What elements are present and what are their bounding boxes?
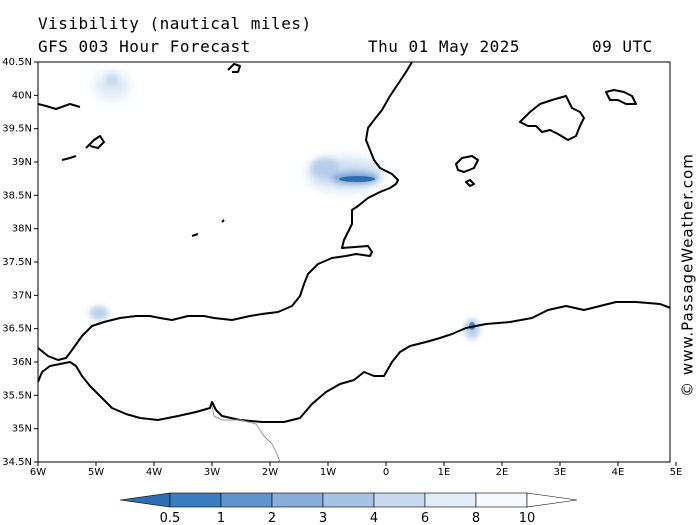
legend-swatch <box>271 492 324 508</box>
menorca <box>605 89 637 105</box>
fog-patch <box>89 306 109 320</box>
lon-label: 6W <box>30 467 46 478</box>
legend-swatch <box>475 492 528 508</box>
legend-swatch <box>526 492 578 508</box>
lon-label: 1E <box>438 467 451 478</box>
longitude-axis: 6W 5W 4W 3W 2W 1W 0 1E 2E 3E 4E 5E <box>30 462 682 478</box>
lon-label: 2E <box>496 467 509 478</box>
border-line <box>211 405 281 463</box>
lat-label: 38.5N <box>2 190 32 201</box>
legend-swatch <box>169 492 222 508</box>
lon-label: 3E <box>554 467 567 478</box>
lat-label: 35.5N <box>2 390 32 401</box>
coast-spain <box>38 62 413 361</box>
lat-label: 34.5N <box>2 457 32 468</box>
fog-patch <box>106 74 118 86</box>
lat-label: 39N <box>12 157 32 168</box>
color-legend: 0.5 1 2 3 4 6 8 10 <box>119 492 578 525</box>
map-frame <box>38 62 670 462</box>
legend-label: 4 <box>370 511 378 525</box>
fog-patch <box>311 158 339 178</box>
legend-label: 3 <box>319 511 327 525</box>
legend-swatch <box>119 492 171 508</box>
forecast-date: Thu 01 May 2025 <box>368 37 520 56</box>
fog-core <box>339 176 375 182</box>
lat-label: 36.5N <box>2 324 32 335</box>
lon-label: 4E <box>612 467 625 478</box>
mallorca <box>519 95 585 141</box>
forecast-subtitle: GFS 003 Hour Forecast <box>38 37 251 56</box>
legend-swatch <box>220 492 273 508</box>
lon-label: 3W <box>204 467 220 478</box>
lat-label: 37N <box>12 290 32 301</box>
lat-label: 35N <box>12 424 32 435</box>
visibility-shading <box>89 72 480 339</box>
lon-label: 1W <box>320 467 336 478</box>
latitude-axis: 40.5N 40N 39.5N 39N 38.5N 38N 37.5N 37N 36.5N 36N… <box>2 57 38 468</box>
ibiza <box>455 155 479 173</box>
legend-label: 8 <box>472 511 480 525</box>
credit-text: © www.PassageWeather.com <box>679 153 697 397</box>
legend-label: 10 <box>519 511 536 525</box>
legend-swatch <box>373 492 426 508</box>
legend-label: 2 <box>268 511 276 525</box>
legend-label: 6 <box>421 511 429 525</box>
lon-label: 5E <box>670 467 683 478</box>
coast-fragment <box>61 135 225 237</box>
credit-watermark: © www.PassageWeather.com <box>679 153 697 397</box>
legend-swatch <box>322 492 375 508</box>
coastlines <box>38 62 670 423</box>
legend-swatch <box>424 492 477 508</box>
lon-label: 2W <box>262 467 278 478</box>
coast-africa <box>38 301 670 423</box>
lon-label: 0 <box>383 467 389 478</box>
lat-label: 40N <box>12 90 32 101</box>
legend-label: 0.5 <box>160 511 181 525</box>
lat-label: 37.5N <box>2 257 32 268</box>
islet <box>227 63 241 73</box>
lon-label: 5W <box>88 467 104 478</box>
lat-label: 38N <box>12 224 32 235</box>
map-title: Visibility (nautical miles) <box>38 14 312 33</box>
lon-label: 4W <box>146 467 162 478</box>
formentera <box>465 179 475 187</box>
lat-label: 40.5N <box>2 57 32 68</box>
lat-label: 39.5N <box>2 124 32 135</box>
forecast-time: 09 UTC <box>592 37 653 56</box>
lat-label: 36N <box>12 357 32 368</box>
legend-label: 1 <box>217 511 225 525</box>
